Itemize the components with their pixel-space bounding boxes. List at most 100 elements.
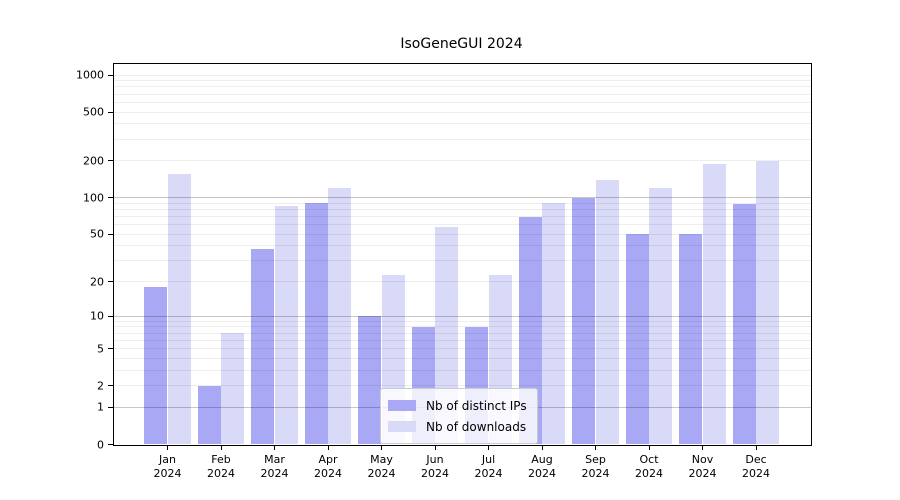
x-axis-tick — [434, 445, 436, 450]
gridline — [114, 216, 811, 218]
x-axis-tick-label: Nov 2024 — [688, 453, 717, 481]
bar-jan-downloads — [167, 174, 191, 445]
gridline — [114, 326, 811, 328]
y-axis-tick-label: 20 — [90, 275, 104, 289]
x-axis-tick-label: Dec 2024 — [742, 453, 770, 481]
bar-apr-distinct-ips — [304, 203, 328, 445]
y-axis-tick — [108, 315, 113, 317]
x-axis-tick — [488, 445, 489, 450]
x-axis-tick-label: Sep 2024 — [581, 453, 610, 481]
bar-may-distinct-ips — [358, 316, 382, 445]
bar-dec-downloads — [756, 160, 780, 445]
gridline — [114, 320, 811, 322]
x-axis-tick-label: Feb 2024 — [207, 453, 235, 481]
y-axis-tick-label: 2 — [97, 379, 104, 393]
gridline — [114, 233, 811, 235]
gridline — [114, 369, 811, 371]
bar-sep-distinct-ips — [572, 197, 596, 445]
gridline — [114, 332, 811, 334]
x-axis-tick — [541, 445, 543, 450]
gridline — [114, 74, 811, 76]
y-axis-tick — [108, 444, 113, 445]
x-axis-tick-label: Mar 2024 — [260, 453, 289, 481]
plot-area: Nb of distinct IPs Nb of downloads 0 1 2 5 10… — [76, 63, 812, 480]
gridline — [114, 197, 811, 199]
y-axis-tick — [108, 160, 113, 162]
y-axis-tick — [108, 74, 113, 76]
y-axis-tick-label: 200 — [83, 154, 104, 168]
x-axis-tick-label: Jan 2024 — [153, 453, 182, 481]
gridline — [114, 385, 811, 387]
legend-swatch — [388, 421, 416, 432]
gridline — [114, 202, 811, 204]
x-axis-tick — [167, 445, 168, 450]
gridline — [114, 281, 811, 283]
x-axis-tick — [381, 445, 382, 450]
bar-aug-distinct-ips — [518, 216, 542, 445]
bar-apr-downloads — [328, 188, 352, 445]
legend-row: Nb of downloads — [388, 416, 527, 437]
y-axis-tick — [108, 385, 113, 387]
gridline — [114, 160, 811, 162]
bar-dec-distinct-ips — [732, 204, 756, 445]
y-axis-tick — [108, 406, 113, 408]
gridline — [114, 80, 811, 82]
bar-nov-distinct-ips — [679, 234, 703, 445]
gridline — [114, 101, 811, 103]
x-axis-tick-label: Aug 2024 — [528, 453, 556, 481]
x-axis-tick-label: Apr 2024 — [314, 453, 342, 481]
bar-feb-downloads — [221, 333, 245, 445]
gridline — [114, 348, 811, 350]
legend-row: Nb of distinct IPs — [388, 395, 527, 416]
y-axis-tick — [108, 348, 113, 350]
y-axis-tick-label: 1 — [97, 400, 104, 414]
legend-label: Nb of distinct IPs — [426, 398, 527, 413]
gridline — [114, 339, 811, 341]
gridline — [114, 224, 811, 226]
y-axis-tick-label: 5 — [97, 342, 104, 356]
chart-title: IsoGeneGUI 2024 — [400, 36, 523, 52]
x-axis-tick-label: Jul 2024 — [474, 453, 503, 481]
gridline — [114, 315, 811, 317]
bar-mar-distinct-ips — [251, 248, 275, 445]
x-axis-tick — [648, 445, 650, 450]
gridline — [114, 111, 811, 113]
legend-label: Nb of downloads — [426, 419, 527, 434]
bar-aug-downloads — [542, 203, 566, 445]
gridline — [114, 260, 811, 262]
y-axis-tick-label: 100 — [83, 191, 104, 205]
bar-oct-distinct-ips — [625, 234, 649, 445]
legend-swatch — [388, 400, 416, 411]
gridline — [114, 245, 811, 247]
bar-oct-downloads — [649, 188, 673, 445]
y-axis-tick — [108, 233, 113, 235]
bar-nov-downloads — [702, 163, 726, 445]
y-axis-tick-label: 10 — [90, 309, 104, 323]
y-axis-tick-label: 0 — [97, 438, 104, 451]
gridline — [114, 86, 811, 88]
y-axis-tick — [108, 197, 113, 199]
gridline — [114, 357, 811, 359]
x-axis-tick — [595, 445, 596, 450]
bar-sep-downloads — [595, 179, 619, 445]
x-axis-tick — [220, 445, 222, 450]
bar-jan-distinct-ips — [144, 287, 168, 445]
x-axis-tick-label: May 2024 — [367, 453, 396, 481]
x-axis-tick — [702, 445, 703, 450]
y-axis-tick-label: 500 — [83, 105, 104, 119]
gridline — [114, 123, 811, 125]
gridline — [114, 208, 811, 210]
y-axis-tick-label: 1000 — [76, 68, 104, 82]
gridline — [114, 138, 811, 140]
legend: Nb of distinct IPs Nb of downloads — [380, 388, 538, 444]
x-axis-tick-label: Jun 2024 — [421, 453, 449, 481]
x-axis-tick-label: Oct 2024 — [635, 453, 663, 481]
x-axis-tick — [274, 445, 275, 450]
gridline — [114, 93, 811, 95]
y-axis-tick — [108, 281, 113, 283]
bar-feb-distinct-ips — [197, 385, 221, 445]
y-axis-tick-label: 50 — [90, 227, 104, 241]
y-axis-tick — [108, 111, 113, 113]
x-axis-tick — [327, 445, 329, 450]
